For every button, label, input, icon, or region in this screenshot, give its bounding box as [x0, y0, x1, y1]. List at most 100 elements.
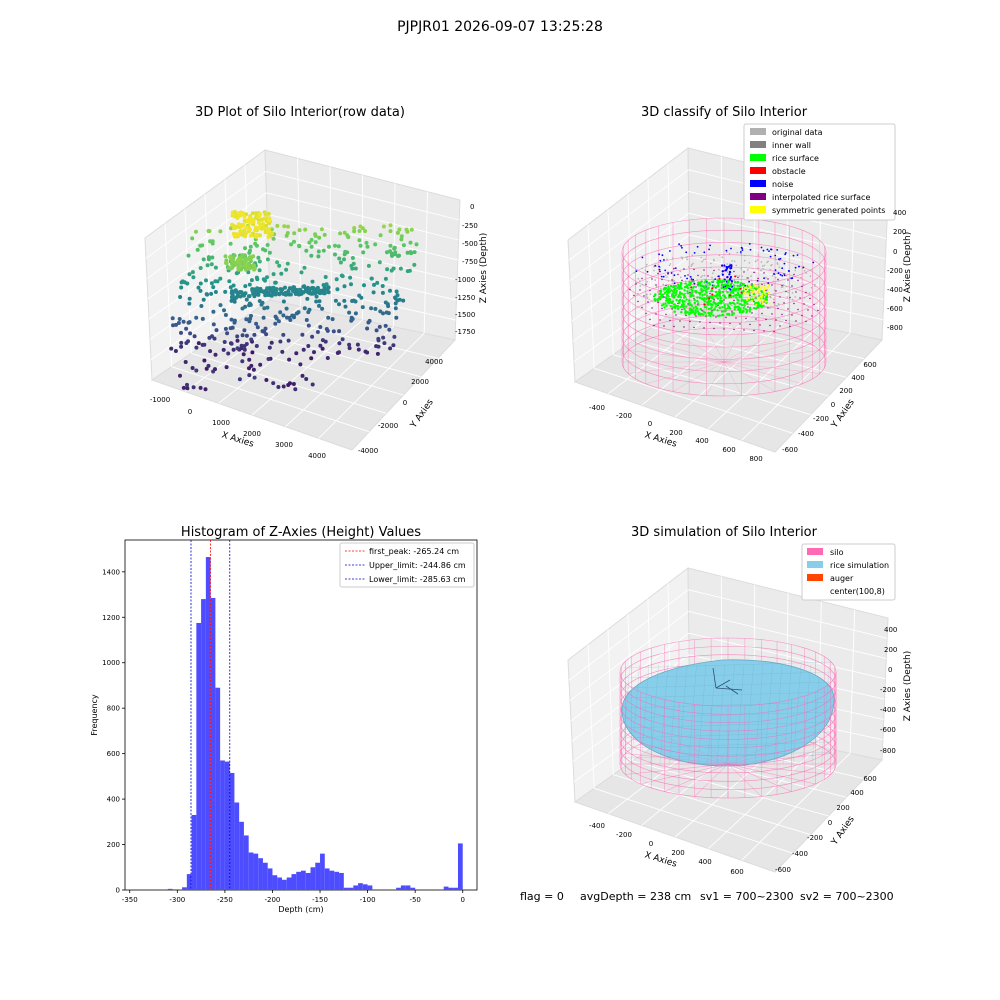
- raw-data-point: [343, 249, 348, 254]
- noise-point: [812, 261, 815, 264]
- rice-surface-point: [737, 305, 740, 308]
- raw-data-point: [239, 343, 244, 348]
- rice-surface-point: [674, 291, 678, 294]
- rice-surface-point: [692, 294, 695, 297]
- rice-surface-point: [725, 287, 728, 290]
- rice-surface-point: [679, 296, 682, 299]
- silo-spoke: [645, 361, 725, 385]
- p4-legend-swatch-1: [807, 561, 823, 568]
- raw-data-point: [201, 257, 206, 262]
- p1-xtick-4: 3000: [275, 441, 293, 449]
- raw-data-point: [364, 240, 369, 245]
- raw-data-point: [309, 237, 314, 242]
- original-data-point: [635, 281, 637, 284]
- rice-surface-point: [669, 305, 672, 308]
- rice-surface-point: [706, 301, 709, 304]
- p4-legend-label-1: rice simulation: [830, 561, 889, 570]
- noise-point: [741, 249, 744, 252]
- rice-surface-point: [697, 281, 700, 285]
- silo-spoke: [723, 361, 776, 392]
- histogram-bar: [448, 887, 454, 890]
- raw-data-point: [383, 300, 388, 305]
- rice-surface-point: [755, 307, 758, 310]
- original-data-point: [733, 279, 736, 282]
- symmetric-point: [754, 292, 757, 295]
- original-data-point: [713, 258, 715, 261]
- p1-ytick-3: 2000: [411, 378, 429, 386]
- pane-gridline: [570, 212, 690, 302]
- original-data-point: [662, 302, 665, 305]
- original-data-point: [743, 259, 746, 262]
- status-line: flag = 0 avgDepth = 238 cm sv1 = 700~230…: [520, 890, 894, 903]
- raw-data-point: [186, 253, 191, 258]
- raw-data-point: [235, 338, 240, 343]
- interpolated-surface-point: [683, 326, 685, 328]
- noise-point: [686, 277, 688, 280]
- rice-surface-point: [718, 306, 721, 309]
- raw-data-point: [210, 239, 215, 244]
- noise-point: [729, 264, 732, 267]
- original-data-point: [785, 285, 788, 288]
- interpolated-surface-point: [677, 273, 679, 276]
- raw-data-point: [314, 294, 319, 299]
- noise-point: [635, 270, 638, 272]
- panel4-silo-wireframe-front: [619, 671, 837, 799]
- original-data-point: [657, 264, 660, 266]
- noise-point: [678, 243, 680, 246]
- panel-classify: 3D classify of Silo Interior original da…: [567, 105, 913, 463]
- raw-data-point: [347, 310, 352, 315]
- original-data-point: [766, 289, 768, 291]
- original-data-point: [763, 264, 766, 267]
- original-data-point: [801, 267, 804, 270]
- status-flag: flag = 0: [520, 890, 564, 903]
- original-data-point: [710, 262, 712, 265]
- raw-data-point: [171, 323, 175, 328]
- rice-surface-point: [707, 307, 711, 311]
- interpolated-surface-point: [657, 301, 659, 304]
- raw-data-point: [408, 250, 413, 255]
- raw-data-point: [243, 284, 248, 289]
- symmetric-point: [752, 291, 755, 294]
- original-data-point: [787, 291, 789, 294]
- rice-surface-point: [723, 304, 726, 307]
- original-data-point: [667, 280, 670, 282]
- raw-data-point: [304, 377, 309, 381]
- panel4-auger: [712, 667, 743, 695]
- pane-gridline: [689, 256, 884, 300]
- interpolated-surface-point: [773, 301, 775, 304]
- noise-point: [708, 248, 710, 251]
- rice-surface-point: [732, 284, 736, 287]
- raw-data-point: [244, 225, 249, 230]
- raw-data-point: [366, 263, 371, 268]
- noise-point: [784, 253, 787, 256]
- pane-gridline: [627, 193, 633, 342]
- raw-data-point: [313, 232, 318, 237]
- panel4-title: 3D simulation of Silo Interior: [631, 525, 818, 540]
- histogram-bar: [353, 885, 359, 890]
- original-data-point: [664, 274, 667, 277]
- original-data-point: [763, 284, 766, 287]
- rice-surface-point: [716, 297, 720, 300]
- rice-surface-point: [709, 302, 712, 306]
- rice-surface-point: [681, 299, 684, 302]
- raw-data-point: [297, 228, 302, 233]
- histogram-bar: [457, 843, 463, 890]
- raw-data-point: [185, 382, 189, 387]
- noise-point: [767, 282, 770, 284]
- raw-data-point: [256, 220, 261, 225]
- noise-point: [723, 264, 726, 267]
- p1-ztick-2: -500: [462, 240, 478, 248]
- rice-surface-point: [700, 280, 703, 283]
- raw-data-point: [258, 233, 262, 238]
- raw-data-point: [247, 282, 252, 287]
- original-data-point: [718, 254, 721, 256]
- raw-data-point: [293, 387, 298, 392]
- raw-data-point: [179, 340, 184, 345]
- noise-point: [762, 249, 765, 252]
- raw-data-point: [238, 229, 243, 234]
- surface-mesh-line: [821, 664, 830, 765]
- raw-data-point: [265, 243, 270, 247]
- symmetric-point: [758, 297, 761, 300]
- rice-surface-point: [694, 305, 697, 308]
